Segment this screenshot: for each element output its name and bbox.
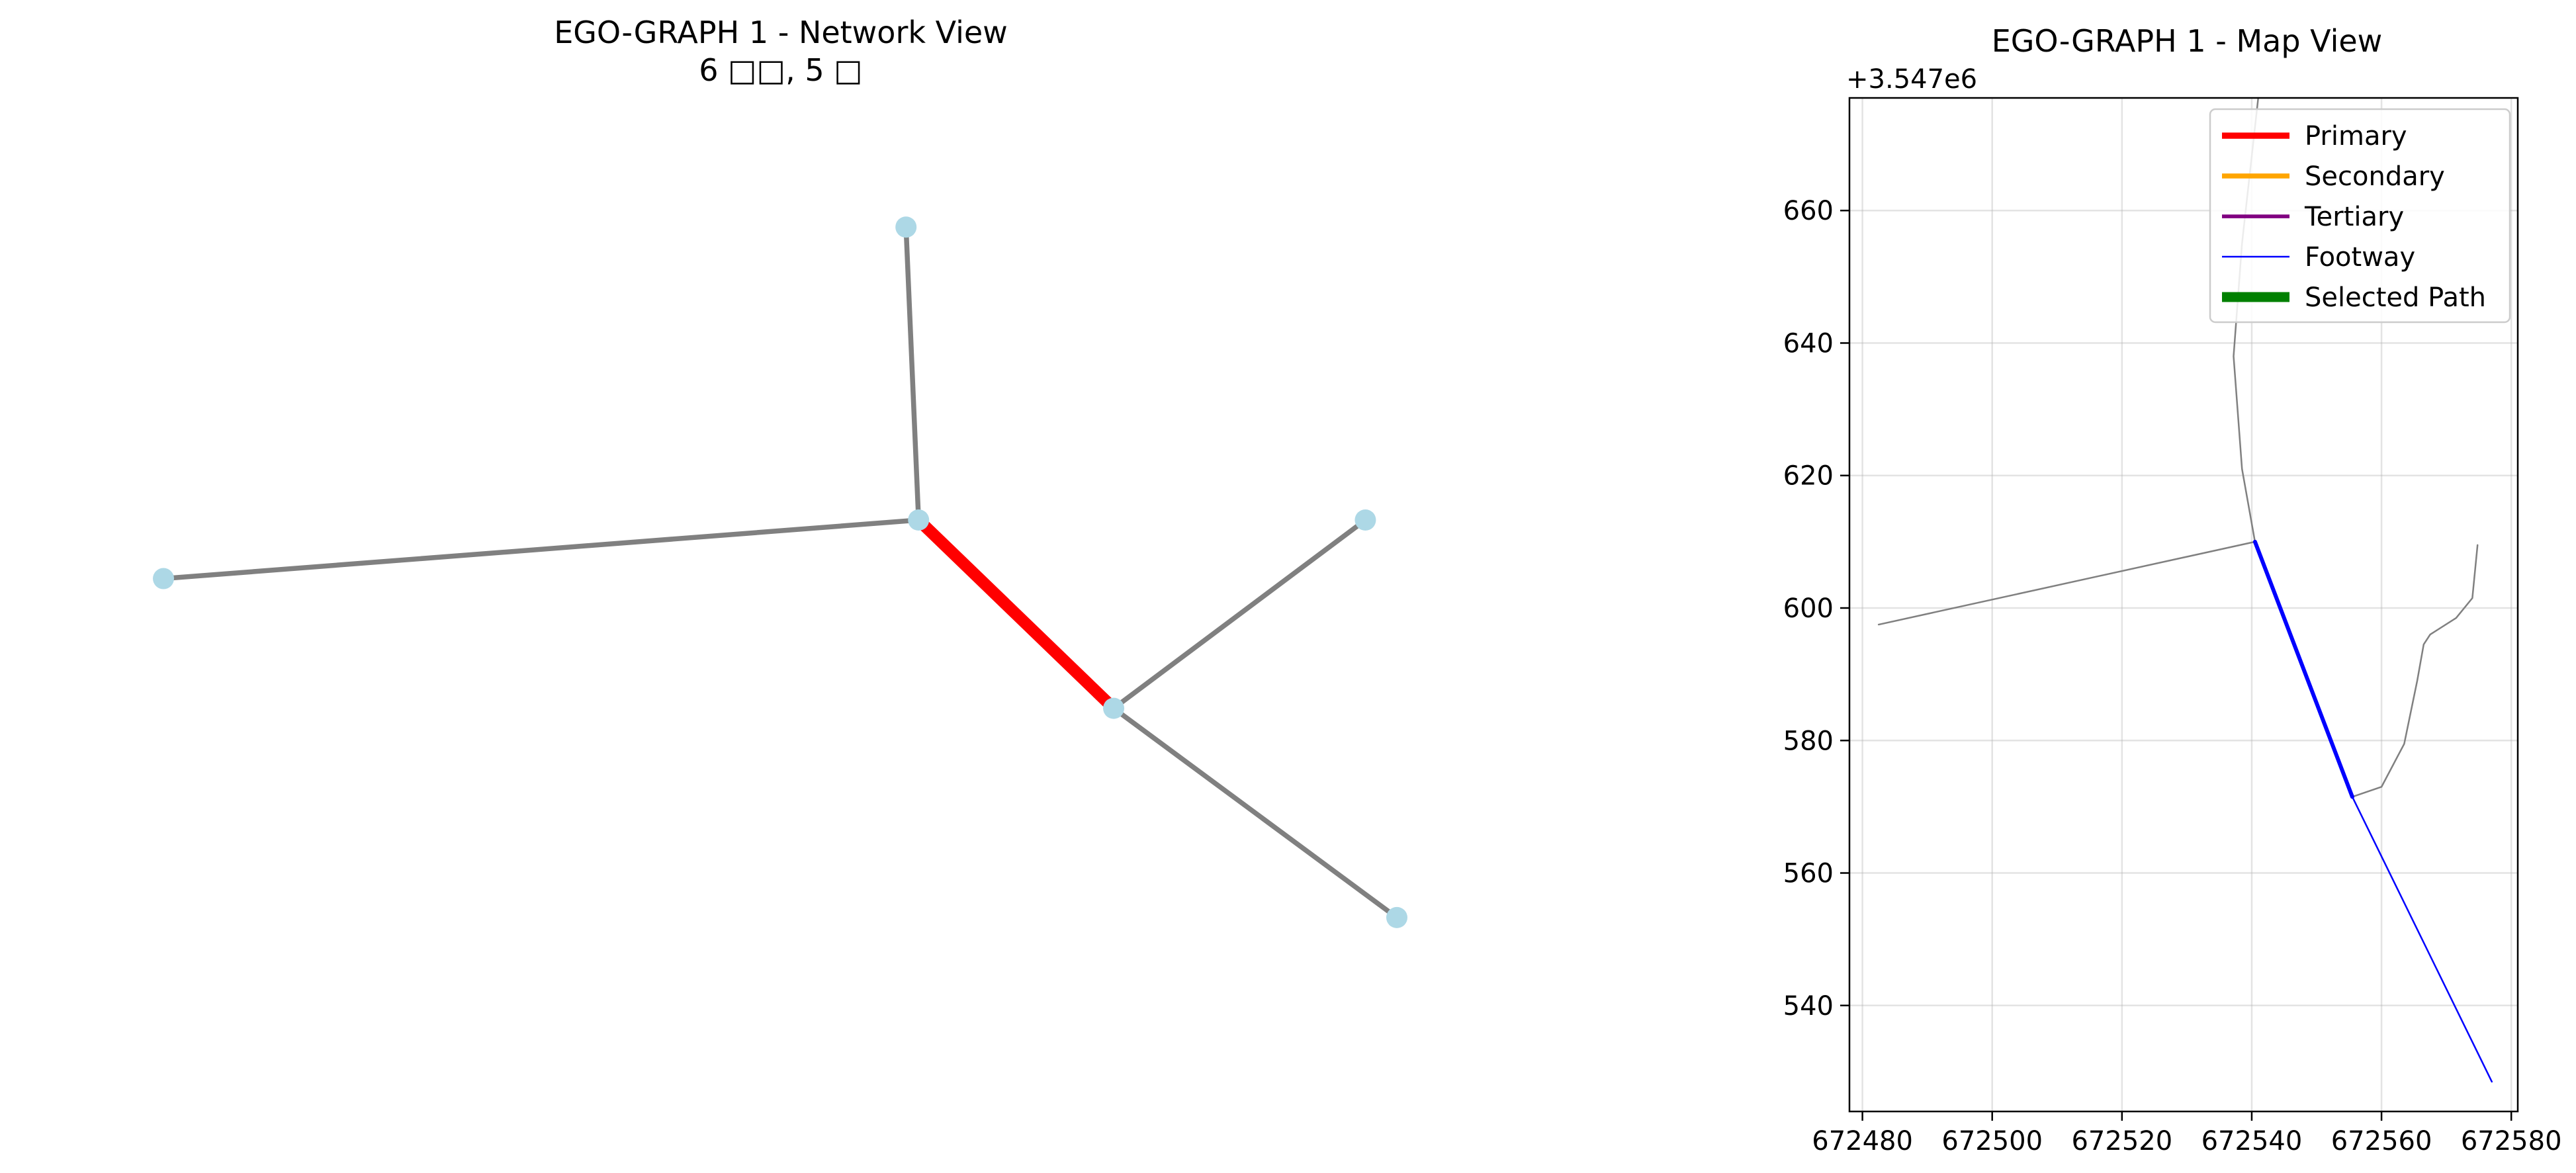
x-tick-label: 672580 <box>2461 1126 2562 1156</box>
map-road-line <box>2351 796 2493 1083</box>
y-tick-label: 580 <box>1783 726 1834 756</box>
network-edge <box>1111 705 1399 920</box>
x-tick-label: 672520 <box>2071 1126 2172 1156</box>
legend-label: Tertiary <box>2304 202 2404 232</box>
network-node <box>153 568 175 589</box>
y-offset-label: +3.547e6 <box>1846 64 1977 95</box>
y-tick-label: 540 <box>1783 991 1834 1021</box>
x-tick-label: 672500 <box>1941 1126 2043 1156</box>
network-edge <box>161 517 921 582</box>
network-edge <box>903 224 921 523</box>
highlighted-edge <box>912 514 1120 715</box>
map-road-line <box>2351 544 2479 798</box>
y-tick-label: 640 <box>1783 328 1834 359</box>
network-nodes <box>153 216 1407 928</box>
y-tick-label: 620 <box>1783 461 1834 492</box>
legend-label: Selected Path <box>2305 282 2486 313</box>
network-edge <box>1111 517 1368 711</box>
network-node <box>1355 509 1376 531</box>
map-lines <box>1877 97 2493 1083</box>
legend-box <box>2209 108 2511 324</box>
network-subtitle: 6 □□, 5 □ <box>699 52 862 88</box>
x-tick-label: 672540 <box>2201 1126 2303 1156</box>
network-title: EGO-GRAPH 1 - Network View <box>554 15 1008 50</box>
map-legend: Primary Secondary Tertiary Footway Selected … <box>2209 108 2511 324</box>
y-tick-label: 600 <box>1783 593 1834 624</box>
x-tick-label: 672560 <box>2331 1126 2432 1156</box>
legend-label: Secondary <box>2305 161 2445 192</box>
y-tick-label: 560 <box>1783 859 1834 889</box>
map-ticks: 672480 672500 672520 672540 672560 672580 540 5… <box>1783 196 2562 1156</box>
map-road-line <box>1877 541 2256 626</box>
network-node <box>895 216 917 238</box>
x-tick-label: 672480 <box>1812 1126 1913 1156</box>
y-tick-label: 660 <box>1783 196 1834 226</box>
network-edges <box>161 224 1399 920</box>
network-view-panel: EGO-GRAPH 1 - Network View 6 □□, 5 □ <box>153 15 1407 928</box>
legend-label: Footway <box>2305 242 2415 273</box>
network-node <box>1386 906 1407 928</box>
map-axes-frame <box>1848 97 2519 1113</box>
map-road-line <box>2252 539 2354 799</box>
map-view-panel: EGO-GRAPH 1 - Map View +3.547e6 672480 67… <box>1783 23 2562 1156</box>
map-title: EGO-GRAPH 1 - Map View <box>1992 23 2383 59</box>
network-node <box>1103 697 1125 719</box>
legend-label: Primary <box>2305 121 2407 152</box>
network-node <box>908 509 930 531</box>
